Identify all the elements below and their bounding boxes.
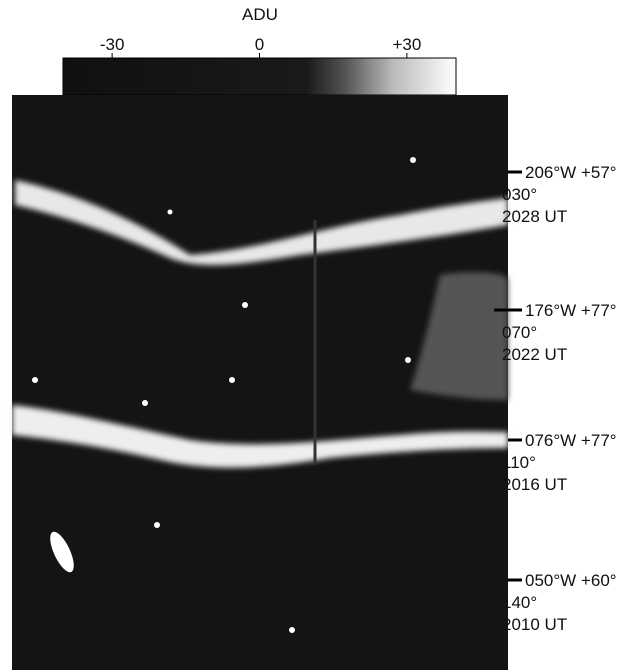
image	[12, 95, 508, 670]
annotation-time: 2028 UT	[502, 207, 567, 226]
annotation-position: 206°W +57°	[525, 163, 617, 182]
colorbar-label: ADU	[242, 5, 278, 24]
annotation-angle: 030°	[502, 185, 537, 204]
annotation-time: 2016 UT	[502, 475, 567, 494]
annotation-position: 050°W +60°	[525, 571, 617, 590]
annotation-angle: 070°	[502, 323, 537, 342]
annotation-position: 176°W +77°	[525, 301, 617, 320]
colorbar-tick-label: 0	[255, 35, 264, 54]
colorbar	[62, 57, 457, 96]
annotation-angle: 110°	[502, 453, 536, 472]
annotation-position: 076°W +77°	[525, 431, 617, 450]
colorbar-tick-label: -30	[100, 35, 125, 54]
colorbar-tick-label: +30	[392, 35, 421, 54]
annotation-time: 2010 UT	[502, 615, 567, 634]
annotation-time: 2022 UT	[502, 345, 567, 364]
annotation-angle: 140°	[502, 593, 537, 612]
